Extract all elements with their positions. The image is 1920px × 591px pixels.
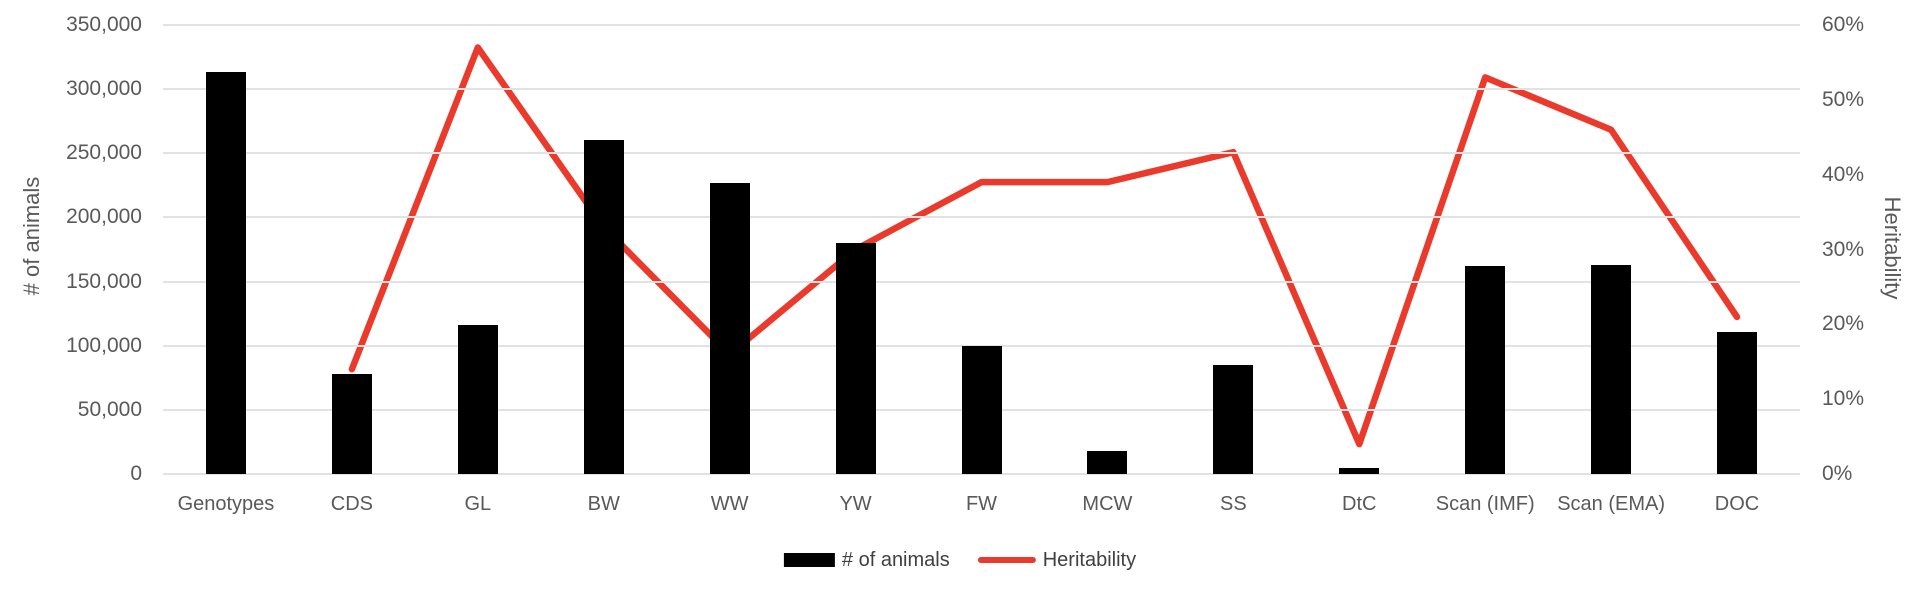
category-label: GL (464, 493, 492, 515)
gridline (163, 152, 1800, 155)
bar (1213, 364, 1254, 474)
bar (1465, 266, 1506, 474)
heritability-line-layer (348, 44, 1741, 448)
gridline (163, 280, 1800, 283)
category-label: FW (965, 493, 998, 515)
right-axis-tick-label: 60% (1822, 13, 1865, 36)
heritability-line (348, 44, 1741, 448)
bar (961, 345, 1002, 474)
bar (835, 243, 876, 474)
category-label: DtC (1342, 493, 1377, 515)
right-axis-tick-label: 30% (1822, 237, 1865, 261)
legend: # of animals Heritability (783, 548, 1137, 572)
bar (1717, 331, 1758, 474)
left-axis-tick-label: 200,000 (66, 205, 142, 229)
left-axis-tick-label: 350,000 (66, 13, 142, 36)
right-axis-title: Heritability (1880, 196, 1905, 300)
category-label: Scan (EMA) (1557, 493, 1666, 515)
bar (709, 182, 750, 474)
line-series-swatch (977, 557, 1036, 563)
category-label: Genotypes (177, 493, 275, 515)
gridline (163, 473, 1800, 475)
bar (331, 373, 372, 474)
left-axis-tick-label: 150,000 (66, 269, 142, 293)
left-axis-tick-label: 250,000 (66, 141, 142, 165)
category-label: WW (710, 493, 749, 515)
bar (1591, 264, 1632, 474)
category-label: MCW (1082, 493, 1133, 515)
category-label: DOC (1714, 493, 1760, 515)
category-label: BW (587, 493, 620, 515)
right-axis-tick-label: 40% (1822, 162, 1865, 186)
category-label: YW (839, 493, 872, 515)
gridline (163, 88, 1800, 91)
right-axis-tick-label: 0% (1822, 462, 1853, 485)
bar (1339, 467, 1380, 474)
right-axis-tick-label: 10% (1822, 387, 1865, 411)
gridline (163, 216, 1800, 219)
category-label: SS (1220, 493, 1247, 515)
legend-label-animals: # of animals (841, 549, 950, 571)
bar (457, 325, 498, 474)
bar (205, 72, 246, 474)
category-label: CDS (330, 493, 373, 515)
left-axis-tick-label: 300,000 (66, 77, 142, 101)
legend-label-heritability: Heritability (1042, 549, 1137, 571)
legend-item-animals[interactable]: # of animals (783, 548, 950, 572)
left-axis-tick-label: 0 (130, 462, 142, 485)
gridline (163, 24, 1800, 26)
legend-item-heritability[interactable]: Heritability (977, 548, 1137, 572)
bar (1087, 450, 1128, 474)
left-axis-tick-label: 50,000 (77, 397, 142, 421)
bar-series-swatch (783, 553, 835, 567)
left-axis-tick-label: 100,000 (66, 333, 142, 357)
bar (583, 140, 624, 474)
right-axis-tick-label: 50% (1822, 87, 1865, 111)
category-label: Scan (IMF) (1435, 493, 1535, 515)
right-axis-tick-label: 20% (1822, 312, 1865, 336)
